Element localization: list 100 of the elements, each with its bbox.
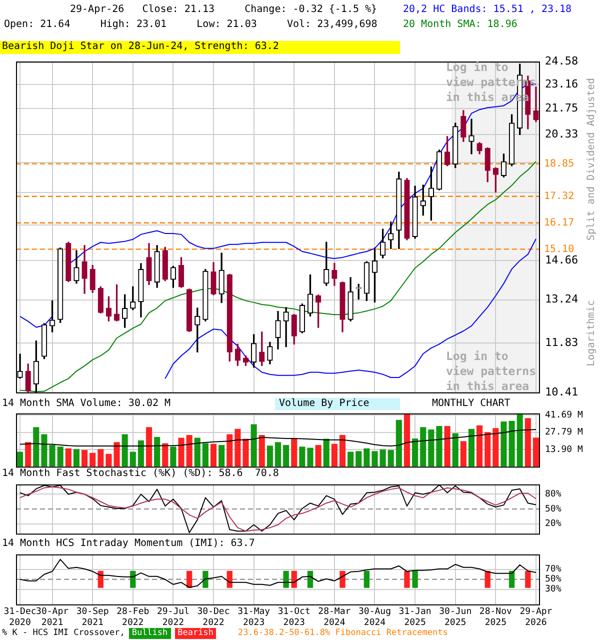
x-tick-label: 29-Apr 2026 [520,607,553,628]
bar [250,424,257,467]
y-tick-label: 20.33 [545,128,578,141]
bar [380,449,386,467]
bar [49,445,56,467]
bar [484,432,491,467]
x-tick-label: 31-Dec 2020 [4,607,36,628]
bar [468,428,474,467]
y-tick-label: 30% [545,584,562,595]
chart-subtitle: Open: 21.64 High: 23.01 Low: 21.03 Vol: 23,499,698 [4,19,378,31]
x-tick-label: 31-May 2023 [238,607,271,628]
bar [274,442,282,467]
ref-line-label: 15.10 [544,244,574,255]
bar [130,452,136,467]
bar [162,443,168,467]
bar [266,446,273,467]
text: 20 Month SMA: 18.96 [403,19,518,31]
text: Volume By Price [275,398,400,410]
bar [291,438,298,467]
bar [114,442,120,467]
text: Bullish [128,628,171,639]
bar [331,444,338,467]
annotation: Log in to view patterns in this area [446,349,538,394]
text: 23.6-38.2-50-61.8% Fibonacci Retracements [238,628,448,639]
bar [73,449,80,467]
ref-line-label: 16.17 [544,217,574,228]
bar [186,435,192,467]
bar [226,434,233,467]
candlestick [283,307,289,348]
chart-title: 14 Month SMA Volume: 30.02 M [2,398,171,410]
legend-title: % K - HCS IMI Crossover, [2,628,125,639]
candlestick [468,118,474,154]
x-tick-label: 30-Dec 2022 [197,607,230,628]
y-tick-label: 13.90 M [545,444,584,455]
bar [476,425,483,467]
y-tick-label: 80% [545,490,562,500]
bar [412,438,418,467]
x-tick-label: 28-Feb 2022 [116,607,150,628]
y-tick-label: 27.79 M [545,428,584,438]
bar [356,451,362,467]
bar [348,452,354,467]
bar [508,420,515,467]
x-tick-label: 30-Jun 2025 [439,607,472,628]
bar [339,435,346,467]
bar [516,414,523,467]
bar [41,434,48,467]
x-tick-label: 29-Jul 2022 [156,607,190,628]
bar [194,438,200,467]
bar [524,418,531,467]
x-tick-label: 31-Oct 2023 [278,607,310,628]
x-tick-label: 28-Nov 2025 [479,607,512,628]
y-tick-label: 10.41 [545,385,578,398]
bar [388,450,394,467]
y-tick-label: 41.69 M [545,410,584,420]
y-tick-label: 50% [545,574,562,585]
bar [90,452,96,467]
bar [98,449,104,467]
y-tick-label: 24.58 [545,54,578,68]
bar [57,446,64,467]
text: MONTHLY CHART [432,398,510,410]
bar [396,420,402,467]
bar [283,445,290,467]
bar [234,428,241,467]
bar [170,446,176,467]
bar [299,446,306,467]
bar [17,452,24,467]
bar [218,445,225,467]
bar [202,443,208,467]
bar [154,436,160,467]
bar [33,427,40,467]
chart-title: 14 Month HCS Intraday Momentum (IMI): 63.7 [2,538,255,550]
bar [210,444,217,467]
bar [460,441,466,467]
chart-title: 29-Apr-26 Close: 21.13 Change: -0.32 {-1.5 %} [70,4,378,16]
text: 20,2 HC Bands: 15.51 , 23.18 [403,4,572,16]
y-tick-label: 20% [545,519,562,530]
text: Bearish Doji Star on 28-Jun-24, Strength: 63.2 [0,41,400,54]
x-tick-label: 31-Jan 2025 [398,607,432,628]
bar [178,438,184,467]
bar [323,438,330,467]
bar [106,454,112,467]
ref-line-label: 17.32 [544,190,574,202]
bar [444,426,450,467]
text: Logarithmic [586,300,598,366]
y-tick-label: 23.16 [545,77,578,90]
bar [420,427,426,467]
bar [258,435,265,467]
chart-title: 14 Month Fast Stochastic (%K) (%D): 58.6 70.8 [2,468,279,480]
bar [25,442,32,467]
bar [532,438,539,467]
y-tick-label: 70% [545,564,562,575]
y-tick-label: 13.24 [545,292,578,306]
bar [122,434,128,467]
x-tick-label: 30-Sep 2021 [76,607,109,628]
bar [315,445,322,467]
bar [452,433,458,467]
y-tick-label: 50% [545,504,562,514]
text: Bearish [174,628,216,639]
bar [428,429,434,467]
x-tick-label: 30-Aug 2024 [358,607,391,628]
